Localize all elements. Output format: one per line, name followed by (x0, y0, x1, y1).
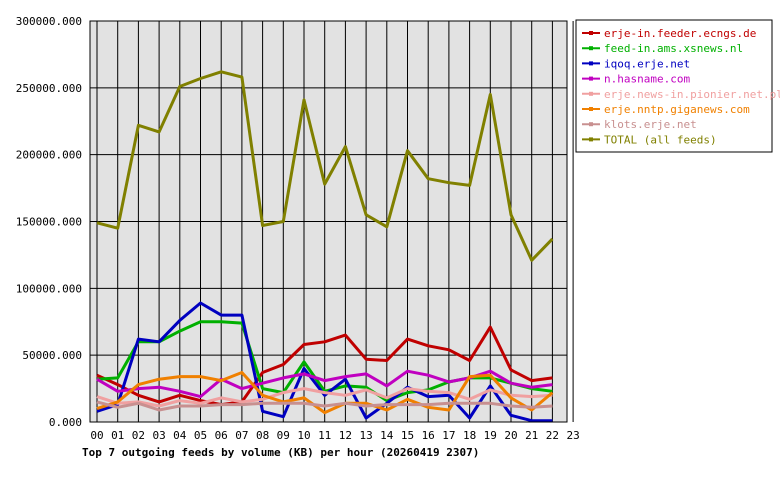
x-tick-label: 00 (90, 429, 103, 442)
series-line-7 (96, 400, 553, 412)
x-tick-label: 14 (380, 429, 394, 442)
legend-label: erje.news-in.pionier.net.pl (604, 88, 780, 101)
legend-marker (589, 137, 593, 142)
x-tick-label: 19 (484, 429, 497, 442)
series-line-3 (96, 301, 553, 423)
x-tick-label: 08 (256, 429, 269, 442)
x-tick-label: 21 (525, 429, 538, 442)
x-tick-label: 22 (546, 429, 559, 442)
legend-entry: klots.erje.net (582, 118, 697, 131)
y-axis-tick-labels: 0.000 50000.000 100000.000 150000.000 200000… (16, 15, 82, 429)
x-tick-label: 02 (132, 429, 145, 442)
plot-border (89, 20, 568, 423)
legend-box (575, 19, 773, 153)
legend-entry: erje.news-in.pionier.net.pl (582, 88, 780, 101)
legend-entry: iqoq.erje.net (582, 57, 690, 70)
y-tick-label: 150000.000 (16, 216, 82, 229)
y-tick-label: 100000.000 (16, 282, 82, 295)
legend-entry: n.hasname.com (582, 73, 690, 86)
chart-title: Top 7 outgoing feeds by volume (KB) per … (82, 446, 479, 459)
legend-marker (589, 61, 593, 66)
x-tick-label: 06 (215, 429, 228, 442)
x-tick-label: 03 (152, 429, 165, 442)
y-tick-label: 250000.000 (16, 82, 82, 95)
x-tick-label: 11 (318, 429, 331, 442)
legend-marker (589, 122, 593, 127)
legend-label: n.hasname.com (604, 73, 690, 86)
x-tick-label: 17 (442, 429, 455, 442)
series-line-8 (96, 70, 554, 262)
series-lines (96, 70, 554, 423)
series-line-1 (96, 325, 553, 407)
legend-marker (589, 76, 593, 81)
x-tick-label: 12 (339, 429, 352, 442)
y-tick-label: 300000.000 (16, 15, 82, 28)
legend-label: erje-in.feeder.ecngs.de (604, 27, 756, 40)
y-tick-label: 0.000 (49, 416, 82, 429)
x-tick-label: 18 (463, 429, 476, 442)
x-tick-label: 10 (297, 429, 310, 442)
x-tick-label: 13 (359, 429, 372, 442)
legend-marker (589, 91, 593, 96)
x-tick-label: 01 (111, 429, 124, 442)
legend-label: klots.erje.net (604, 118, 697, 131)
x-tick-label: 04 (173, 429, 187, 442)
x-tick-label: 23 (566, 429, 579, 442)
legend-entry: TOTAL (all feeds) (582, 133, 717, 146)
x-tick-label: 15 (401, 429, 414, 442)
legend-label: iqoq.erje.net (604, 57, 690, 70)
x-tick-label: 07 (235, 429, 248, 442)
legend-label: feed-in.ams.xsnews.nl (604, 42, 743, 55)
y-tick-label: 50000.000 (22, 349, 82, 362)
legend-label: erje.nntp.giganews.com (604, 103, 750, 116)
x-tick-label: 09 (277, 429, 290, 442)
x-tick-label: 05 (194, 429, 207, 442)
series-line-5 (96, 387, 553, 408)
series-line-6 (96, 371, 554, 415)
x-tick-label: 20 (504, 429, 517, 442)
legend-entry: erje.nntp.giganews.com (582, 103, 750, 116)
legend-items: erje-in.feeder.ecngs.de feed-in.ams.xsnew… (582, 27, 780, 146)
x-axis-tick-labels: 00 01 02 03 04 05 06 07 08 09 10 11 12 13 14 15 16 17 18 19… (90, 429, 579, 442)
legend-entry: erje-in.feeder.ecngs.de (582, 27, 756, 40)
legend-entry: feed-in.ams.xsnews.nl (582, 42, 743, 55)
y-tick-label: 200000.000 (16, 149, 82, 162)
legend: erje-in.feeder.ecngs.de feed-in.ams.xsnew… (575, 19, 780, 153)
legend-label: TOTAL (all feeds) (604, 133, 717, 146)
x-tick-label: 16 (422, 429, 435, 442)
legend-marker (589, 46, 593, 51)
legend-marker (589, 107, 593, 111)
legend-marker (589, 31, 593, 35)
